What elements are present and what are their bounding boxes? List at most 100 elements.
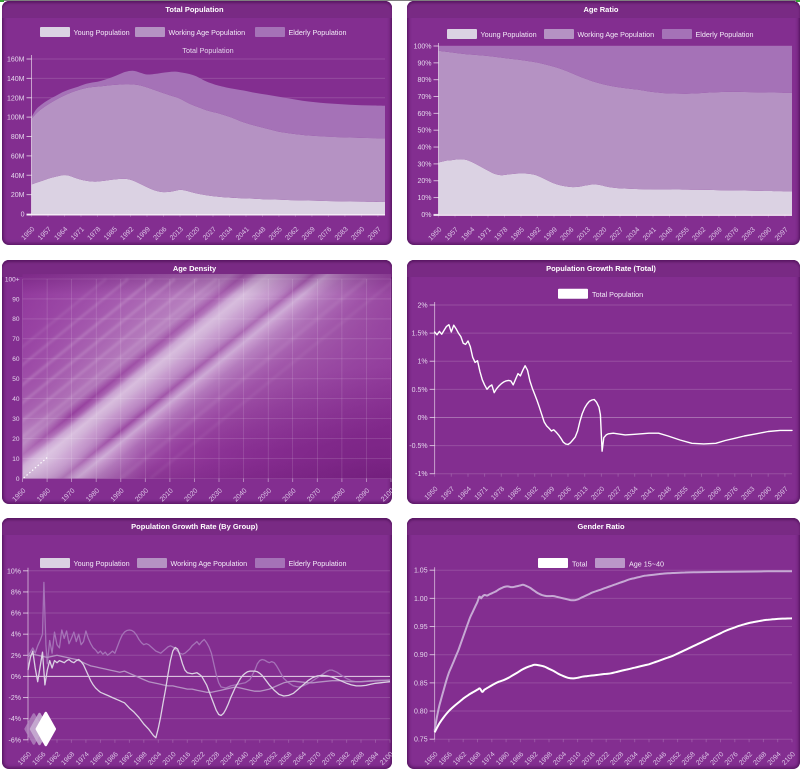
svg-text:10%: 10% — [7, 568, 21, 575]
svg-text:Total Population: Total Population — [182, 46, 233, 55]
svg-text:2010: 2010 — [159, 487, 175, 503]
svg-text:1999: 1999 — [543, 226, 559, 242]
svg-text:Total Population: Total Population — [592, 290, 643, 299]
svg-text:2016: 2016 — [176, 751, 192, 767]
svg-text:Young Population: Young Population — [481, 30, 537, 39]
svg-text:80M: 80M — [11, 134, 25, 141]
svg-text:-1%: -1% — [415, 471, 427, 478]
svg-text:2076: 2076 — [724, 486, 740, 502]
svg-text:0: 0 — [16, 476, 20, 483]
svg-text:2048: 2048 — [251, 226, 267, 242]
svg-text:1971: 1971 — [477, 226, 493, 242]
svg-text:2010: 2010 — [567, 751, 583, 767]
svg-text:2062: 2062 — [691, 226, 707, 242]
svg-text:160M: 160M — [7, 57, 25, 64]
svg-text:2%: 2% — [11, 653, 21, 660]
svg-text:0.75: 0.75 — [414, 737, 428, 744]
svg-text:60: 60 — [12, 356, 20, 363]
svg-text:1.5%: 1.5% — [412, 331, 428, 338]
svg-text:2070: 2070 — [306, 487, 322, 503]
svg-text:1978: 1978 — [493, 226, 509, 242]
svg-text:2097: 2097 — [774, 486, 790, 502]
svg-text:2069: 2069 — [707, 486, 723, 502]
svg-text:1.00: 1.00 — [414, 596, 428, 603]
svg-text:2097: 2097 — [774, 226, 790, 242]
svg-text:2016: 2016 — [581, 751, 597, 767]
svg-text:2058: 2058 — [681, 751, 697, 767]
svg-text:2097: 2097 — [367, 226, 383, 242]
svg-text:Working Age Population: Working Age Population — [578, 30, 655, 39]
svg-text:1957: 1957 — [444, 226, 460, 242]
svg-text:0%: 0% — [11, 674, 21, 681]
svg-text:1956: 1956 — [438, 751, 454, 767]
svg-text:1950: 1950 — [427, 226, 443, 242]
svg-text:2027: 2027 — [607, 486, 623, 502]
svg-text:2083: 2083 — [334, 226, 350, 242]
svg-text:100M: 100M — [7, 115, 25, 122]
svg-text:2052: 2052 — [667, 751, 683, 767]
svg-text:1950: 1950 — [17, 751, 33, 767]
svg-text:2100: 2100 — [781, 751, 797, 767]
svg-text:1998: 1998 — [133, 751, 149, 767]
svg-text:2050: 2050 — [257, 487, 273, 503]
svg-text:1950: 1950 — [424, 751, 440, 767]
svg-text:2013: 2013 — [576, 226, 592, 242]
svg-text:1962: 1962 — [46, 751, 62, 767]
svg-text:2076: 2076 — [321, 751, 337, 767]
svg-text:2020: 2020 — [590, 486, 606, 502]
svg-text:2030: 2030 — [208, 487, 224, 503]
svg-text:1998: 1998 — [538, 751, 554, 767]
svg-text:2088: 2088 — [752, 751, 768, 767]
svg-text:2028: 2028 — [609, 751, 625, 767]
svg-text:90: 90 — [12, 296, 20, 303]
svg-text:2027: 2027 — [609, 226, 625, 242]
svg-text:2000: 2000 — [134, 487, 150, 503]
svg-text:2100: 2100 — [380, 487, 392, 503]
svg-text:2076: 2076 — [724, 751, 740, 767]
svg-text:1962: 1962 — [452, 751, 468, 767]
svg-text:1970: 1970 — [61, 487, 77, 503]
svg-text:Young Population: Young Population — [74, 28, 130, 37]
svg-text:1980: 1980 — [85, 487, 101, 503]
svg-text:-2%: -2% — [9, 695, 21, 702]
svg-text:2062: 2062 — [284, 226, 300, 242]
svg-text:2%: 2% — [417, 303, 427, 310]
svg-text:40%: 40% — [417, 145, 431, 152]
svg-text:10: 10 — [12, 456, 20, 463]
svg-text:1974: 1974 — [75, 751, 91, 767]
svg-text:60M: 60M — [11, 153, 25, 160]
svg-text:2088: 2088 — [350, 751, 366, 767]
svg-text:2022: 2022 — [191, 751, 207, 767]
svg-text:2069: 2069 — [708, 226, 724, 242]
svg-text:1964: 1964 — [457, 486, 473, 502]
svg-text:Elderly Population: Elderly Population — [289, 559, 347, 568]
svg-text:1986: 1986 — [104, 751, 120, 767]
svg-text:90%: 90% — [417, 60, 431, 67]
svg-text:10%: 10% — [417, 195, 431, 202]
svg-text:1.05: 1.05 — [414, 568, 428, 575]
svg-text:1956: 1956 — [31, 751, 47, 767]
svg-text:1992: 1992 — [524, 751, 540, 767]
svg-text:2082: 2082 — [738, 751, 754, 767]
svg-text:1971: 1971 — [70, 226, 86, 242]
svg-text:Age 15~40: Age 15~40 — [629, 559, 664, 568]
svg-text:2055: 2055 — [268, 226, 284, 242]
svg-text:1999: 1999 — [540, 486, 556, 502]
svg-text:2082: 2082 — [336, 751, 352, 767]
svg-text:2020: 2020 — [183, 487, 199, 503]
svg-text:50%: 50% — [417, 128, 431, 135]
svg-text:0.80: 0.80 — [414, 709, 428, 716]
svg-text:2048: 2048 — [657, 486, 673, 502]
svg-text:2062: 2062 — [690, 486, 706, 502]
svg-text:2034: 2034 — [624, 751, 640, 767]
svg-text:1990: 1990 — [110, 487, 126, 503]
svg-text:140M: 140M — [7, 76, 25, 83]
svg-text:2094: 2094 — [767, 751, 783, 767]
svg-text:2034: 2034 — [624, 486, 640, 502]
svg-text:2090: 2090 — [355, 487, 371, 503]
svg-text:6%: 6% — [11, 611, 21, 618]
svg-text:2034: 2034 — [218, 226, 234, 242]
svg-text:1960: 1960 — [36, 487, 52, 503]
svg-text:1971: 1971 — [474, 486, 490, 502]
svg-text:2069: 2069 — [301, 226, 317, 242]
